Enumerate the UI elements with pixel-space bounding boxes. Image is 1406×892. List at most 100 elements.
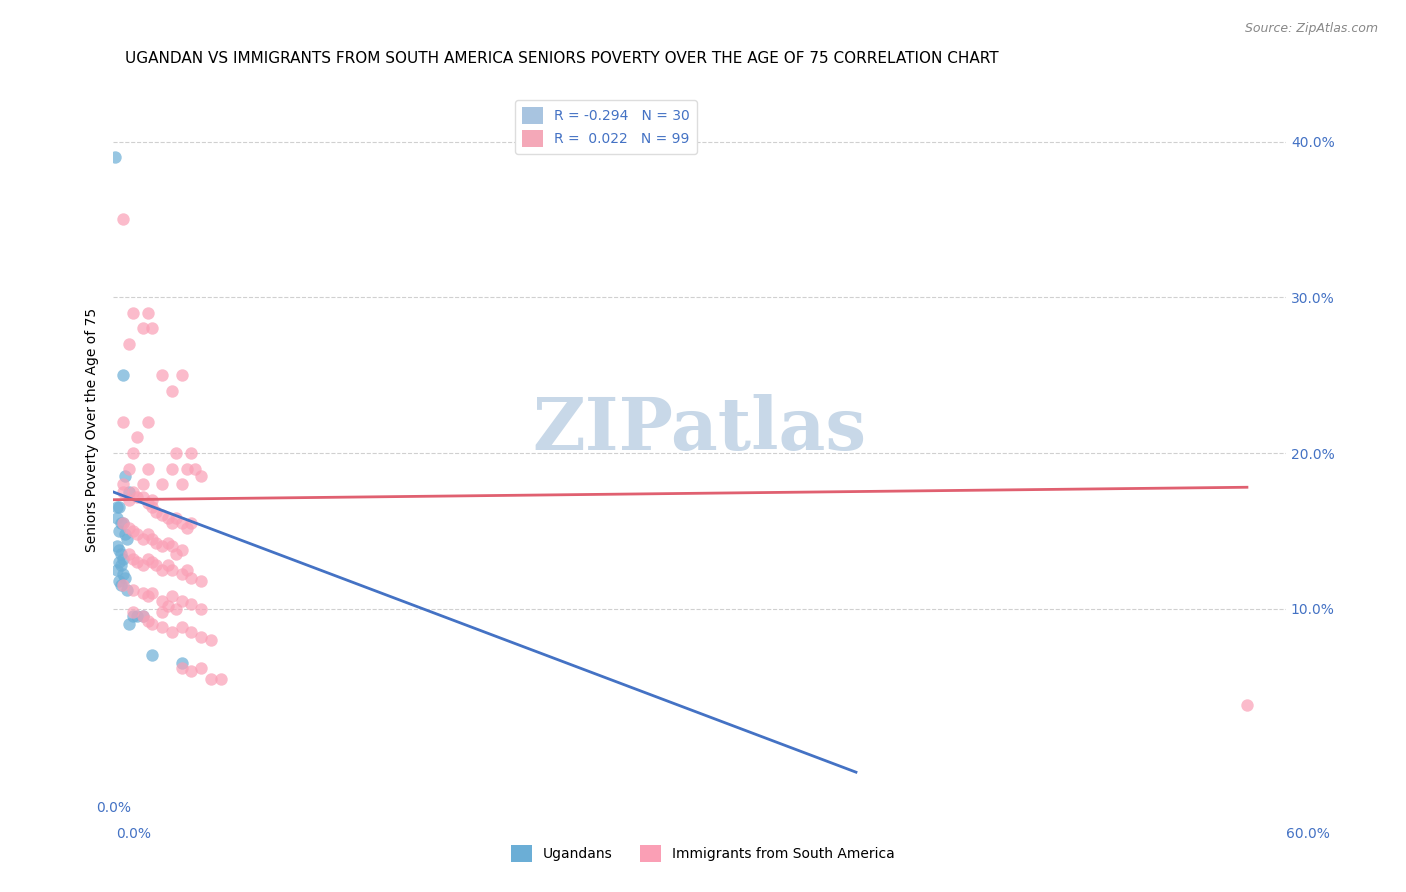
Text: UGANDAN VS IMMIGRANTS FROM SOUTH AMERICA SENIORS POVERTY OVER THE AGE OF 75 CORR: UGANDAN VS IMMIGRANTS FROM SOUTH AMERICA… [125, 51, 998, 66]
Text: ZIPatlas: ZIPatlas [533, 394, 866, 465]
Point [150, 563, 173, 577]
Point [150, 605, 173, 619]
Point [105, 511, 128, 525]
Point [176, 563, 198, 577]
Point [108, 524, 131, 538]
Point [105, 563, 128, 577]
Point [121, 484, 143, 499]
Point [160, 516, 183, 530]
Point [200, 632, 222, 647]
Point [138, 527, 160, 541]
Point [111, 477, 134, 491]
Point [105, 540, 128, 554]
Legend: Ugandans, Immigrants from South America: Ugandans, Immigrants from South America [505, 839, 901, 867]
Point [131, 609, 153, 624]
Point [105, 500, 128, 515]
Point [138, 461, 160, 475]
Point [170, 594, 193, 608]
Point [121, 582, 143, 597]
Point [118, 521, 141, 535]
Point [141, 321, 163, 335]
Point [180, 570, 202, 584]
Point [111, 212, 134, 227]
Point [131, 477, 153, 491]
Point [111, 552, 134, 566]
Point [176, 461, 198, 475]
Point [180, 625, 202, 640]
Point [121, 306, 143, 320]
Text: 0.0%: 0.0% [96, 801, 131, 815]
Point [150, 508, 173, 523]
Point [108, 500, 131, 515]
Point [125, 609, 148, 624]
Point [125, 430, 148, 444]
Point [190, 630, 212, 644]
Point [138, 415, 160, 429]
Point [165, 511, 187, 525]
Point [150, 477, 173, 491]
Point [110, 547, 132, 561]
Point [108, 555, 131, 569]
Point [141, 492, 163, 507]
Point [170, 516, 193, 530]
Point [141, 586, 163, 600]
Point [121, 446, 143, 460]
Point [145, 536, 167, 550]
Point [118, 461, 141, 475]
Y-axis label: Seniors Poverty Over the Age of 75: Seniors Poverty Over the Age of 75 [86, 308, 100, 552]
Point [156, 536, 179, 550]
Point [165, 547, 187, 561]
Point [160, 625, 183, 640]
Point [108, 542, 131, 557]
Point [156, 558, 179, 573]
Point [160, 461, 183, 475]
Point [118, 617, 141, 632]
Point [138, 552, 160, 566]
Point [108, 574, 131, 588]
Point [150, 620, 173, 634]
Point [138, 589, 160, 603]
Point [125, 490, 148, 504]
Point [111, 516, 134, 530]
Point [110, 516, 132, 530]
Point [114, 570, 136, 584]
Point [160, 589, 183, 603]
Point [141, 555, 163, 569]
Point [111, 484, 134, 499]
Point [150, 594, 173, 608]
Point [131, 490, 153, 504]
Point [118, 492, 141, 507]
Point [160, 540, 183, 554]
Point [111, 578, 134, 592]
Point [180, 664, 202, 678]
Point [180, 516, 202, 530]
Point [156, 599, 179, 613]
Point [121, 605, 143, 619]
Point [156, 511, 179, 525]
Point [170, 567, 193, 582]
Point [1236, 698, 1258, 713]
Point [110, 558, 132, 573]
Point [131, 321, 153, 335]
Text: Source: ZipAtlas.com: Source: ZipAtlas.com [1244, 22, 1378, 36]
Point [131, 532, 153, 546]
Point [180, 597, 202, 611]
Point [165, 601, 187, 615]
Point [121, 524, 143, 538]
Point [160, 563, 183, 577]
Point [141, 648, 163, 663]
Point [150, 540, 173, 554]
Point [160, 384, 183, 398]
Point [131, 586, 153, 600]
Point [110, 578, 132, 592]
Point [111, 516, 134, 530]
Point [141, 500, 163, 515]
Legend: R = -0.294   N = 30, R =  0.022   N = 99: R = -0.294 N = 30, R = 0.022 N = 99 [515, 100, 696, 153]
Point [170, 656, 193, 670]
Point [131, 609, 153, 624]
Point [138, 306, 160, 320]
Point [150, 368, 173, 383]
Point [111, 415, 134, 429]
Point [190, 661, 212, 675]
Point [180, 446, 202, 460]
